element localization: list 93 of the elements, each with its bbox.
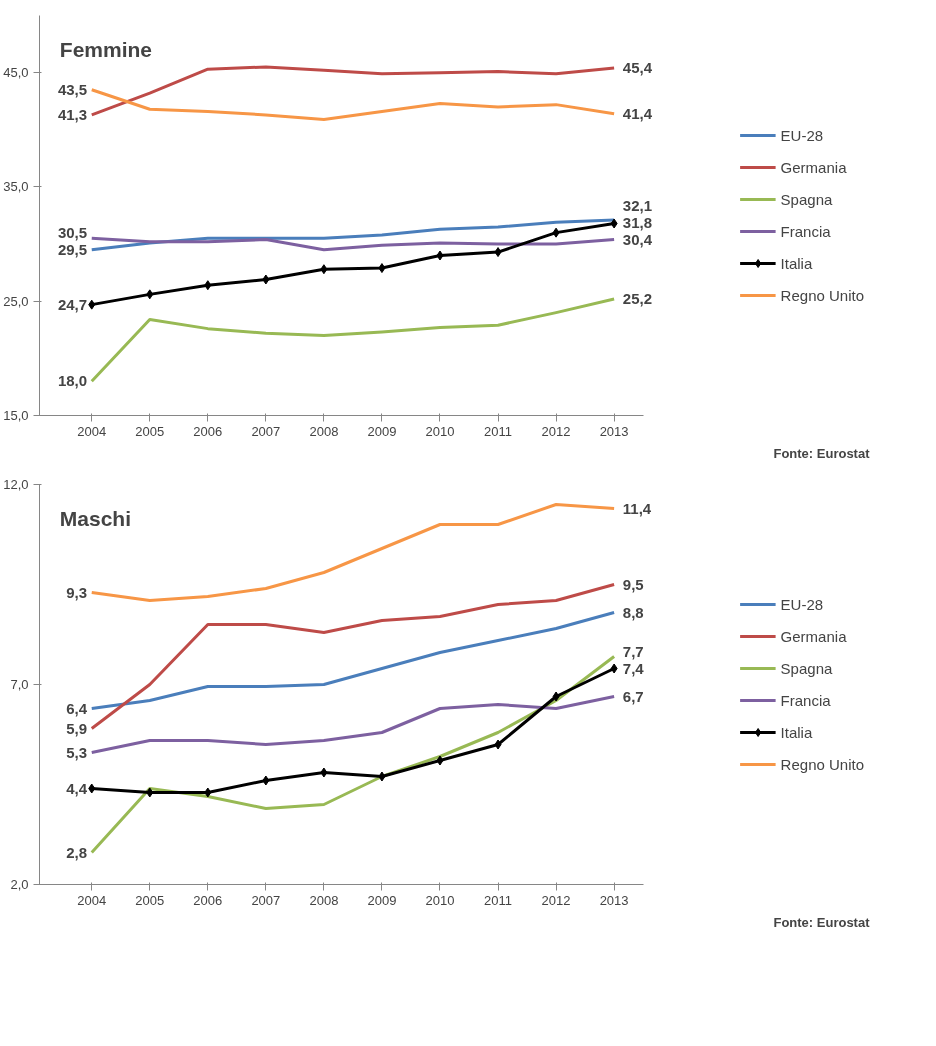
point	[262, 775, 270, 786]
text: Maschi	[59, 506, 132, 530]
data-label: 9,5	[622, 575, 644, 593]
point	[320, 767, 328, 778]
x-tick-label: 2013	[599, 892, 629, 908]
data-label: 2,8	[66, 843, 88, 861]
x-tick-label: 2009	[367, 892, 397, 908]
point	[436, 250, 444, 261]
data-label: 29,5	[57, 240, 88, 258]
x-tick-label: 2011	[484, 423, 513, 439]
x-tick-label: 2006	[193, 892, 223, 908]
point	[378, 263, 386, 274]
y-tick-label: 15,0	[3, 408, 29, 423]
y-tick-label: 12,0	[3, 477, 29, 492]
x-tick-label: 2012	[541, 423, 571, 439]
legend-label: Germania	[780, 627, 847, 645]
point	[494, 739, 502, 750]
y-tick-label: 45,0	[3, 65, 29, 81]
data-label: 30,5	[57, 223, 88, 241]
line-series	[90, 297, 616, 383]
legend-label: EU-28	[780, 126, 824, 144]
legend-label: Italia	[780, 723, 813, 741]
y-tick-label: 25,0	[3, 293, 29, 309]
legend-label: EU-28	[780, 595, 824, 613]
line-series	[90, 583, 616, 730]
point	[610, 218, 618, 229]
legend-label: Francia	[780, 222, 831, 240]
data-label: 41,3	[57, 105, 88, 123]
line-series	[90, 88, 616, 121]
data-label: 25,2	[622, 289, 653, 307]
data-label: 6,7	[622, 687, 644, 705]
x-tick-label: 2007	[251, 892, 281, 908]
text: Femmine	[59, 37, 153, 61]
legend-label: Spagna	[780, 659, 833, 677]
x-tick-label: 2005	[135, 892, 165, 908]
point	[552, 691, 560, 702]
point	[610, 663, 618, 674]
x-tick-label: 2004	[77, 423, 107, 439]
point	[262, 274, 270, 285]
data-label: 45,4	[622, 59, 653, 77]
data-label: 31,8	[622, 213, 653, 231]
data-label: 8,8	[622, 603, 644, 621]
data-label: 5,3	[66, 743, 88, 761]
x-tick-label: 2008	[309, 423, 339, 439]
source-note: Fonte: Eurostat	[773, 914, 871, 930]
line-series	[90, 695, 616, 754]
x-tick-label: 2007	[251, 423, 281, 439]
data-label: 41,4	[622, 104, 653, 122]
data-label: 4,4	[66, 779, 88, 797]
x-tick-label: 2011	[484, 892, 513, 908]
source-note: Fonte: Eurostat	[773, 445, 871, 461]
legend-label: Regno Unito	[780, 755, 864, 773]
x-tick-label: 2012	[541, 892, 571, 908]
data-label: 24,7	[57, 295, 88, 313]
line-series	[90, 611, 616, 710]
x-tick-label: 2006	[193, 423, 223, 439]
x-tick-label: 2013	[599, 423, 629, 439]
y-tick-label: 35,0	[3, 179, 29, 195]
x-tick-label: 2008	[309, 892, 339, 908]
data-label: 7,7	[622, 642, 644, 660]
data-label: 7,4	[622, 659, 645, 677]
x-tick-label: 2009	[367, 423, 397, 439]
point	[320, 264, 328, 275]
data-label: 9,3	[66, 583, 88, 601]
data-label: 18,0	[57, 372, 88, 390]
x-tick-label: 2005	[135, 423, 165, 439]
legend-label: Spagna	[780, 190, 833, 208]
point	[494, 247, 502, 258]
legend-label: Regno Unito	[780, 286, 864, 304]
legend-label: Italia	[780, 254, 813, 272]
y-tick-label: 2,0	[10, 877, 29, 892]
point	[552, 227, 560, 238]
point	[204, 787, 212, 798]
point	[146, 289, 154, 300]
point	[378, 771, 386, 782]
x-tick-label: 2010	[425, 423, 455, 439]
line-series	[90, 236, 616, 252]
point	[436, 755, 444, 766]
data-label: 43,5	[57, 80, 88, 98]
data-label: 5,9	[66, 719, 88, 737]
x-tick-label: 2010	[425, 892, 455, 908]
x-tick-label: 2004	[77, 892, 107, 908]
y-tick-label: 7,0	[10, 677, 29, 692]
data-label: 30,4	[622, 230, 653, 248]
point	[88, 299, 96, 310]
line-series	[90, 65, 616, 117]
data-label: 11,4	[622, 499, 652, 517]
data-label: 6,4	[66, 699, 88, 717]
point	[88, 783, 96, 794]
point	[204, 280, 212, 291]
legend-label: Germania	[780, 158, 847, 176]
data-label: 32,1	[622, 196, 653, 214]
legend-label: Francia	[780, 691, 831, 709]
